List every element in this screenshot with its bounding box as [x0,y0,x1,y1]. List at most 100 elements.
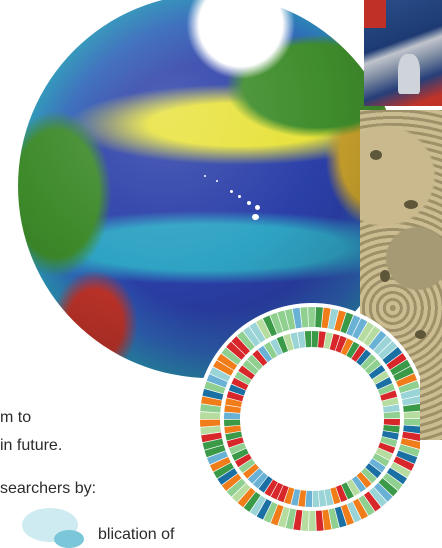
ring-outer-segment [308,510,316,531]
ring-outer-segment [322,509,332,531]
ring-inner-segment [375,447,393,461]
ring-outer-segment [221,347,242,365]
ring-outer-segment [243,326,261,347]
photo-spot [415,330,426,339]
ring-inner-segment [284,487,295,505]
ring-inner-segment [238,458,256,474]
ring-outer-segment [352,498,368,520]
ring-inner-segment [225,431,243,441]
ring-outer-segment [217,353,238,371]
ring-inner-segment [312,331,319,348]
body-text-line-1: m to [0,409,32,426]
ring-outer-segment [221,473,242,491]
ring-outer-segment [210,457,231,472]
ring-inner-segment [290,332,300,350]
ring-outer-segment [243,491,261,512]
ring-inner-segment [234,371,252,385]
ring-outer-segment [226,341,246,360]
ring-outer-segment [369,487,387,507]
island-dot [238,195,241,198]
island-dot [255,205,260,210]
ring-outer-segment [278,506,290,528]
ring-outer-segment [250,495,266,516]
ring-outer-segment [374,482,393,502]
ring-outer-segment [363,491,381,512]
genome-ring-svg [200,303,420,535]
ring-inner-segment [318,490,327,507]
ring-inner-segment [298,490,307,507]
ring-inner-segment [356,349,372,366]
ring-outer-segment [256,318,272,340]
ring-outer-segment [263,501,278,523]
ring-outer-segment [321,307,331,329]
ring-inner-segment [276,336,289,354]
ring-outer-segment [382,347,403,365]
ring-outer-segment [293,509,303,531]
ring-outer-segment [347,501,362,523]
body-text-line-2: in future. [0,437,63,454]
ring-inner-segment [378,442,396,454]
ring-inner-segment [305,490,312,507]
ring-outer-segment [249,322,266,343]
ring-outer-segment [300,307,309,328]
ring-outer-segment [341,504,354,526]
ring-inner-segment [258,476,273,493]
ring-outer-segment [386,467,407,485]
ring-inner-segment [317,331,326,348]
ring-outer-segment [217,468,238,485]
ring-inner-segment [375,377,393,390]
ring-outer-segment [231,336,250,356]
ring-outer-segment [396,450,418,464]
genome-ring-graphic [200,295,420,545]
ring-inner-segment [341,482,354,500]
ring-outer-segment [403,425,420,434]
ring-inner-segment [270,338,283,356]
ring-outer-segment [204,381,226,394]
ring-inner-segment [264,479,278,497]
ring-inner-segment [228,384,246,396]
ring-inner-segment [377,383,395,396]
ring-outer-segment [403,411,420,419]
ring-outer-segment [398,380,420,394]
photo-fin-detail [398,54,420,94]
ring-outer-segment [400,388,420,400]
island-dot [230,190,233,193]
ring-inner-segment [383,411,400,419]
island-dot [247,201,251,205]
island-dot [204,175,206,177]
ring-outer-segment [301,510,309,531]
ring-outer-segment [204,444,226,458]
ring-outer-segment [400,438,420,450]
ring-inner-segment [351,475,367,493]
ring-inner-segment [372,453,390,467]
body-text-line-3: searchers by: [0,480,97,497]
ring-outer-segment [363,326,381,347]
ring-outer-segment [209,367,231,382]
ring-inner-segment [283,333,294,351]
ring-outer-segment [334,506,347,528]
ring-inner-segment [277,485,289,503]
ring-outer-segment [403,419,420,426]
ring-inner-segment [381,430,399,440]
ring-outer-segment [401,396,420,406]
ring-outer-segment [206,374,228,388]
ring-inner-segment [372,370,390,385]
photo-spot [370,150,382,160]
ring-outer-segment [334,310,346,332]
ring-inner-segment [242,359,259,375]
ring-outer-segment [328,508,340,530]
photo-spot [380,270,390,282]
ring-inner-segment [270,482,284,500]
ring-outer-segment [200,404,221,413]
ring-outer-segment [393,366,414,381]
ring-outer-segment [403,403,420,412]
ring-outer-segment [358,495,375,516]
ring-inner-segment [381,397,399,407]
ring-outer-segment [327,308,339,330]
ring-inner-segment [351,345,366,362]
ring-outer-segment [315,307,323,328]
ring-outer-segment [200,426,221,435]
ring-outer-segment [386,353,407,370]
ring-inner-segment [365,463,382,479]
ring-outer-segment [373,335,393,355]
